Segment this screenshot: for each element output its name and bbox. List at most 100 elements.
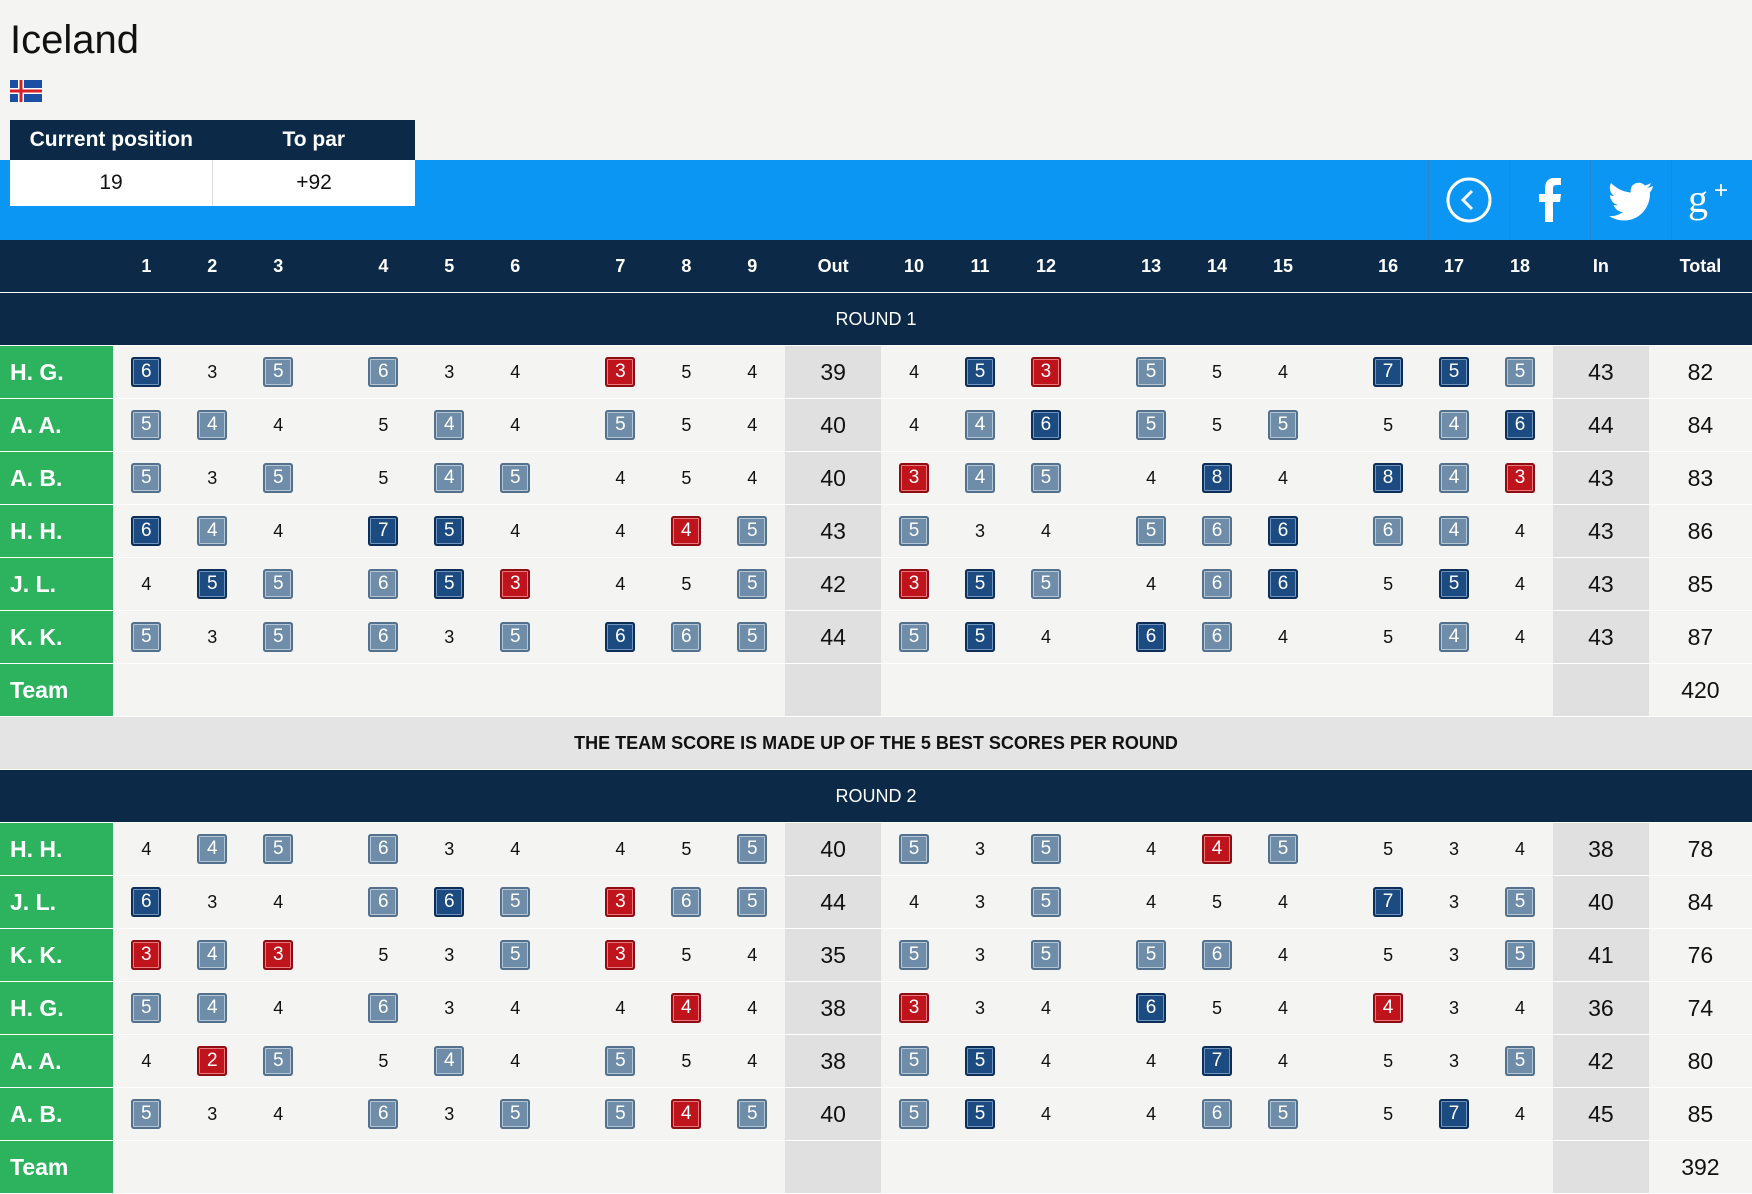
hole-score-cell: 4 bbox=[1013, 504, 1079, 558]
cell-spacer bbox=[1315, 1034, 1356, 1088]
cell-spacer bbox=[1013, 663, 1079, 717]
hole-score-cell: 5 bbox=[482, 1087, 549, 1141]
hole-score-cell: 4 bbox=[719, 1034, 786, 1088]
hole-score-cell: 4 bbox=[587, 822, 654, 876]
hole-score: 5 bbox=[1383, 944, 1394, 965]
back-button[interactable] bbox=[1428, 160, 1509, 240]
in-total: 44 bbox=[1552, 398, 1649, 452]
hole-score: 3 bbox=[207, 467, 218, 488]
hole-header: 18 bbox=[1487, 240, 1553, 293]
hole-score: 3 bbox=[1449, 997, 1460, 1018]
hole-score-cell: 3 bbox=[179, 875, 246, 929]
in-total: 43 bbox=[1552, 610, 1649, 664]
hole-score-cell: 3 bbox=[1421, 875, 1488, 929]
cell-spacer bbox=[587, 663, 654, 717]
cell-spacer bbox=[653, 663, 720, 717]
cell-spacer bbox=[653, 1140, 720, 1194]
hole-score-cell: 3 bbox=[1421, 928, 1488, 982]
hole-score-cell: 3 bbox=[482, 557, 549, 611]
hole-score-cell: 5 bbox=[881, 504, 948, 558]
hole-score: 4 bbox=[1277, 361, 1288, 382]
in-total: 40 bbox=[1552, 875, 1649, 929]
hole-header: 2 bbox=[179, 240, 246, 293]
hole-score: 6 bbox=[1373, 516, 1404, 546]
hole-score: 5 bbox=[1030, 569, 1061, 599]
hole-score: 3 bbox=[1449, 944, 1460, 965]
hole-score: 6 bbox=[1202, 1099, 1233, 1129]
hole-score: 3 bbox=[444, 944, 455, 965]
hole-score: 4 bbox=[141, 1050, 152, 1071]
hole-score: 4 bbox=[197, 993, 228, 1023]
hole-score-cell: 5 bbox=[1250, 398, 1316, 452]
hole-score: 4 bbox=[1040, 1050, 1051, 1071]
cell-spacer bbox=[1118, 663, 1185, 717]
in-total: 36 bbox=[1552, 981, 1649, 1035]
hole-score-cell: 5 bbox=[947, 1087, 1013, 1141]
hole-score-cell: 7 bbox=[1355, 875, 1422, 929]
current-position-label: Current position bbox=[29, 128, 193, 151]
hole-score-cell: 5 bbox=[245, 610, 312, 664]
hole-score-cell: 6 bbox=[350, 981, 417, 1035]
hole-score-cell: 6 bbox=[1118, 981, 1185, 1035]
hole-score-cell: 5 bbox=[719, 557, 786, 611]
total-score: 85 bbox=[1648, 1087, 1752, 1141]
googleplus-button[interactable]: g + bbox=[1671, 160, 1752, 240]
twitter-button[interactable] bbox=[1590, 160, 1671, 240]
hole-score: 5 bbox=[378, 414, 389, 435]
hole-score: 5 bbox=[434, 516, 465, 546]
hole-score-cell: 6 bbox=[113, 345, 180, 399]
hole-score: 3 bbox=[899, 569, 930, 599]
hole-score-cell: 5 bbox=[1184, 398, 1251, 452]
hole-score-cell: 2 bbox=[179, 1034, 246, 1088]
hole-score-cell: 3 bbox=[947, 504, 1013, 558]
out-total: 39 bbox=[785, 345, 882, 399]
hole-score: 6 bbox=[1202, 940, 1233, 970]
player-name: J. L. bbox=[0, 875, 114, 929]
hole-score-cell: 4 bbox=[1250, 875, 1316, 929]
hole-score-cell: 5 bbox=[1013, 557, 1079, 611]
team-sum-cell bbox=[1552, 663, 1649, 717]
hole-score: 4 bbox=[434, 463, 465, 493]
hole-score: 6 bbox=[131, 357, 162, 387]
team-row: Team 420 bbox=[0, 663, 1752, 717]
hole-score-cell: 5 bbox=[1355, 1087, 1422, 1141]
hole-header: 4 bbox=[350, 240, 417, 293]
hole-score: 5 bbox=[434, 569, 465, 599]
hole-score-cell: 3 bbox=[1421, 981, 1488, 1035]
hole-score: 4 bbox=[510, 997, 521, 1018]
hole-score-cell: 4 bbox=[1250, 451, 1316, 505]
hole-score-cell: 3 bbox=[416, 928, 483, 982]
hole-score: 4 bbox=[1439, 622, 1470, 652]
out-total: 44 bbox=[785, 610, 882, 664]
hole-score: 4 bbox=[273, 520, 284, 541]
cell-spacer bbox=[179, 1140, 246, 1194]
hole-score: 4 bbox=[909, 891, 920, 912]
cell-spacer bbox=[311, 451, 351, 505]
hole-score: 2 bbox=[197, 1046, 228, 1076]
hole-score-cell: 5 bbox=[482, 451, 549, 505]
cell-spacer bbox=[548, 345, 588, 399]
hole-score-cell: 4 bbox=[587, 451, 654, 505]
hole-score-cell: 4 bbox=[245, 504, 312, 558]
hole-score: 5 bbox=[605, 410, 636, 440]
hole-score: 4 bbox=[671, 516, 702, 546]
hole-score-cell: 4 bbox=[719, 345, 786, 399]
hole-score: 3 bbox=[131, 940, 162, 970]
hole-header: 12 bbox=[1013, 240, 1079, 293]
facebook-button[interactable] bbox=[1509, 160, 1590, 240]
hole-score-cell: 5 bbox=[416, 504, 483, 558]
hole-score-cell: 4 bbox=[179, 398, 246, 452]
hole-score-cell: 5 bbox=[179, 557, 246, 611]
hole-score-cell: 3 bbox=[947, 981, 1013, 1035]
hole-score-cell: 5 bbox=[1184, 875, 1251, 929]
hole-score: 5 bbox=[263, 569, 294, 599]
hole-score-cell: 4 bbox=[1013, 1034, 1079, 1088]
cell-spacer bbox=[311, 875, 351, 929]
hole-score: 4 bbox=[1040, 1103, 1051, 1124]
header-spacer bbox=[1078, 240, 1119, 293]
hole-score-cell: 5 bbox=[350, 928, 417, 982]
hole-score: 4 bbox=[141, 573, 152, 594]
hole-score-cell: 4 bbox=[881, 875, 948, 929]
player-name: A. A. bbox=[0, 1034, 114, 1088]
hole-score-cell: 5 bbox=[245, 345, 312, 399]
